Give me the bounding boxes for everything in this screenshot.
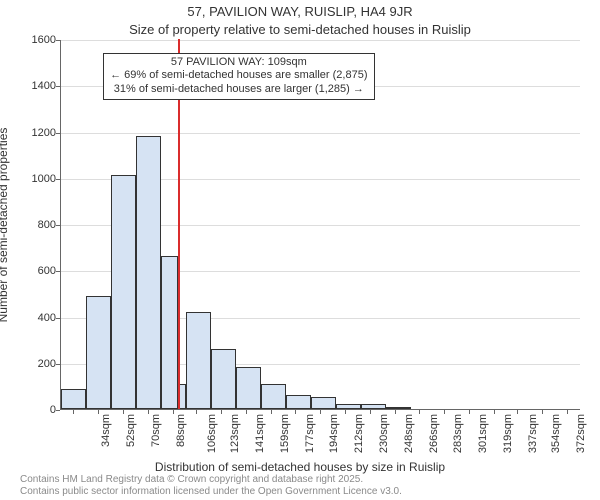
grid-line [61,40,580,41]
histogram-chart: 57, PAVILION WAY, RUISLIP, HA4 9JR Size … [0,0,600,500]
x-tick-label: 266sqm [428,414,440,453]
x-tick-mark [444,410,445,414]
x-tick-mark [567,410,568,414]
histogram-bar [211,349,236,409]
x-tick-mark [542,410,543,414]
x-tick-label: 319sqm [502,414,514,453]
annotation-box: 57 PAVILION WAY: 109sqm← 69% of semi-det… [103,53,374,100]
x-tick-label: 212sqm [353,414,365,453]
x-tick-label: 52sqm [125,414,137,447]
histogram-bar [261,384,286,409]
y-tick-label: 1000 [6,173,56,185]
y-tick-mark [56,225,60,226]
x-axis-label: Distribution of semi-detached houses by … [0,460,600,474]
x-tick-label: 372sqm [576,414,588,453]
histogram-bar [161,256,178,409]
y-tick-label: 1200 [6,127,56,139]
x-tick-mark [517,410,518,414]
y-tick-mark [56,318,60,319]
y-tick-mark [56,410,60,411]
x-tick-label: 354sqm [551,414,563,453]
x-tick-label: 123sqm [229,414,241,453]
x-tick-mark [196,410,197,414]
footer-text: Contains HM Land Registry data © Crown c… [20,474,402,497]
x-tick-mark [221,410,222,414]
histogram-bar [111,175,136,409]
chart-title-line1: 57, PAVILION WAY, RUISLIP, HA4 9JR [0,4,600,19]
footer-line1: Contains HM Land Registry data © Crown c… [20,474,402,486]
x-tick-mark [98,410,99,414]
x-tick-mark [271,410,272,414]
x-tick-mark [173,410,174,414]
histogram-bar [361,404,386,409]
x-tick-mark [370,410,371,414]
x-tick-mark [123,410,124,414]
x-tick-label: 337sqm [527,414,539,453]
x-tick-label: 141sqm [254,414,266,453]
annotation-line2: ← 69% of semi-detached houses are smalle… [110,69,367,83]
chart-title-line2: Size of property relative to semi-detach… [0,22,600,37]
x-tick-label: 88sqm [175,414,187,447]
y-tick-label: 200 [6,358,56,370]
x-tick-label: 70sqm [150,414,162,447]
y-tick-mark [56,133,60,134]
x-tick-mark [494,410,495,414]
histogram-bar [311,397,336,409]
x-tick-mark [295,410,296,414]
x-tick-label: 194sqm [328,414,340,453]
histogram-bar [236,367,261,409]
annotation-line3: 31% of semi-detached houses are larger (… [110,83,367,97]
histogram-bar [136,136,161,409]
x-tick-label: 106sqm [206,414,218,453]
x-tick-label: 283sqm [452,414,464,453]
y-tick-label: 0 [6,404,56,416]
histogram-bar [186,312,211,409]
histogram-bar [61,389,86,409]
y-tick-label: 800 [6,219,56,231]
histogram-bar [336,404,361,409]
histogram-bar [86,296,111,409]
y-tick-mark [56,364,60,365]
y-tick-label: 600 [6,265,56,277]
footer-line2: Contains public sector information licen… [20,486,402,498]
x-tick-label: 34sqm [100,414,112,447]
y-tick-label: 1600 [6,34,56,46]
x-tick-mark [469,410,470,414]
histogram-bar [286,395,311,409]
x-tick-label: 230sqm [378,414,390,453]
x-tick-mark [419,410,420,414]
x-tick-label: 177sqm [304,414,316,453]
x-tick-mark [73,410,74,414]
y-tick-label: 400 [6,312,56,324]
y-tick-mark [56,86,60,87]
x-tick-label: 301sqm [477,414,489,453]
grid-line [61,133,580,134]
x-tick-label: 248sqm [403,414,415,453]
y-tick-mark [56,179,60,180]
x-tick-mark [345,410,346,414]
x-tick-mark [320,410,321,414]
x-tick-mark [148,410,149,414]
annotation-line1: 57 PAVILION WAY: 109sqm [110,56,367,70]
y-tick-label: 1400 [6,80,56,92]
x-tick-label: 159sqm [279,414,291,453]
y-tick-mark [56,40,60,41]
histogram-bar [386,407,411,409]
x-tick-mark [246,410,247,414]
x-tick-mark [395,410,396,414]
y-tick-mark [56,271,60,272]
